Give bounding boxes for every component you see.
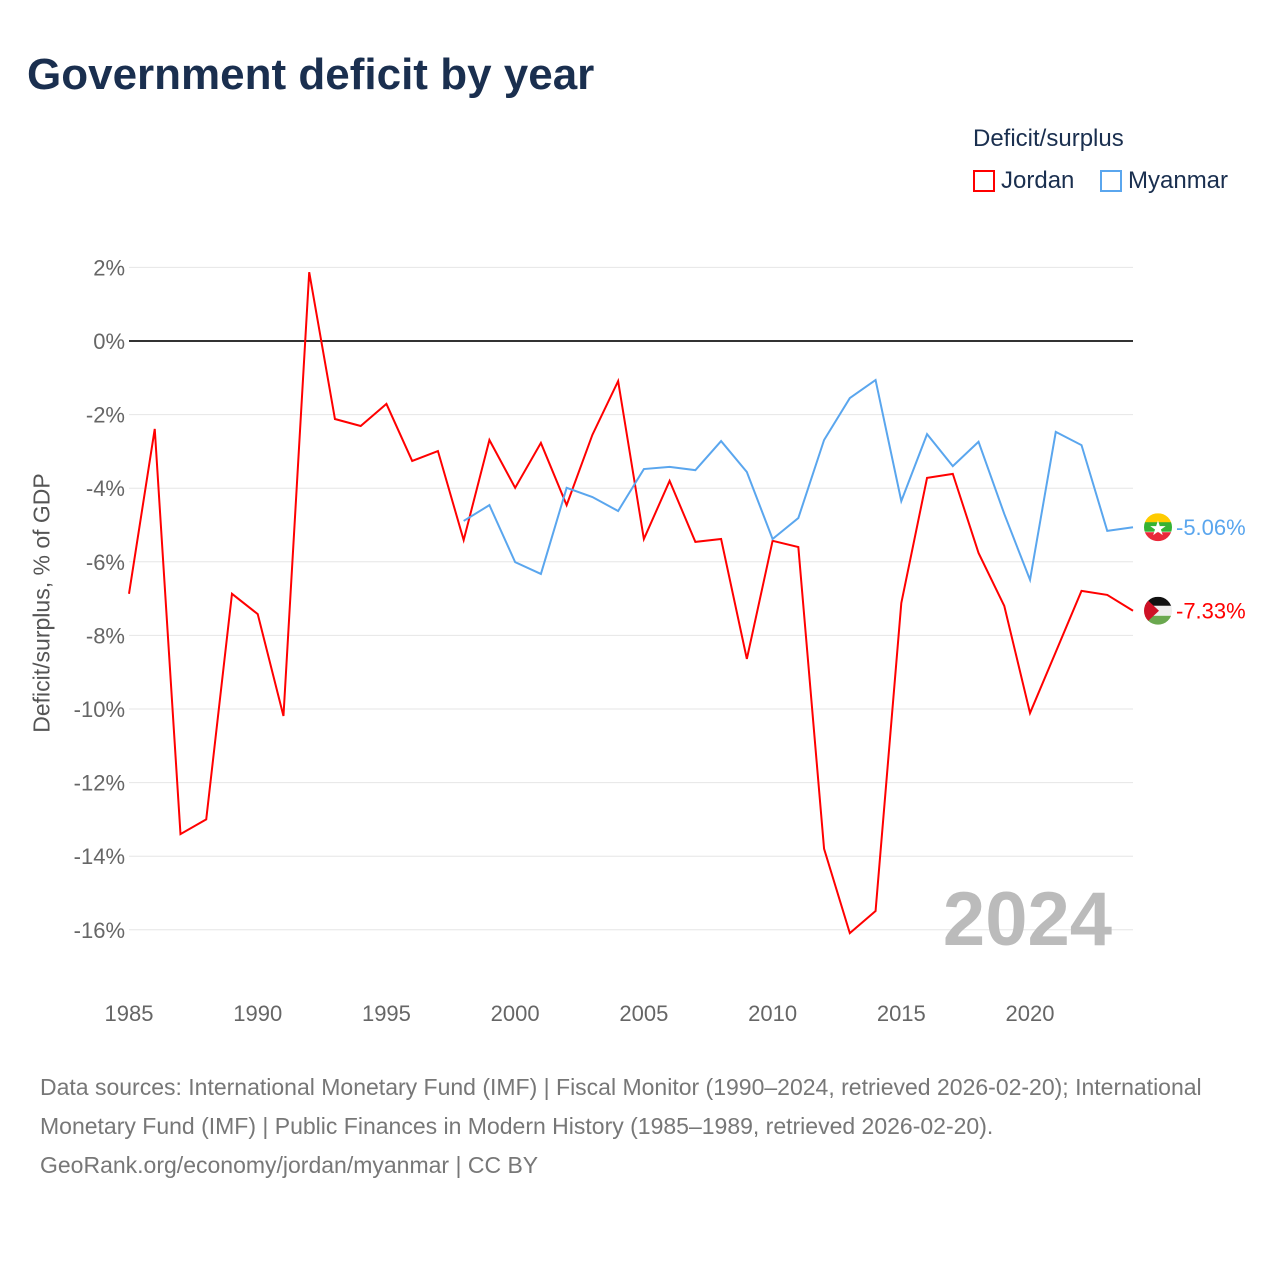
y-tick-label: -16%	[74, 918, 125, 943]
legend-swatch	[1100, 170, 1122, 192]
data-sources: Data sources: International Monetary Fun…	[40, 1074, 1202, 1139]
x-tick-label: 2000	[491, 1001, 540, 1026]
x-tick-label: 1990	[233, 1001, 282, 1026]
year-watermark: 2024	[943, 877, 1112, 962]
legend-item-jordan[interactable]: Jordan	[973, 167, 1074, 195]
flag-icon-triangle	[1144, 596, 1159, 625]
y-tick-label: -8%	[86, 623, 125, 648]
x-tick-label: 2015	[877, 1001, 926, 1026]
end-label-myanmar: -5.06%	[1176, 515, 1246, 540]
legend-item-myanmar[interactable]: Myanmar	[1100, 167, 1228, 195]
y-tick-label: -10%	[74, 697, 125, 722]
flag-icon-stripe	[1144, 532, 1172, 542]
source-link[interactable]: GeoRank.org/economy/jordan/myanmar | CC …	[40, 1152, 539, 1178]
flag-icon-stripe	[1144, 522, 1172, 532]
end-label-jordan: -7.33%	[1176, 599, 1246, 624]
plot-area: 2% 0% -2% -4% -6% -8% -10% -12% -14% -16% 1985 1990…	[74, 255, 1246, 1026]
legend-title: Deficit/surplus	[973, 125, 1124, 152]
x-tick-label: 2020	[1006, 1001, 1055, 1026]
chart-title: Government deficit by year	[27, 50, 595, 99]
flag-icon-stripe	[1144, 513, 1172, 523]
legend-label: Myanmar	[1128, 167, 1229, 194]
flag-icon-star: ★	[1149, 518, 1167, 540]
y-tick-label: -14%	[74, 844, 125, 869]
y-tick-label: -12%	[74, 771, 125, 796]
x-tick-label: 1995	[362, 1001, 411, 1026]
legend-swatch	[973, 170, 995, 192]
y-tick-label: 0%	[93, 329, 125, 354]
flag-icon-stripe	[1144, 596, 1172, 607]
x-tick-label: 2005	[619, 1001, 668, 1026]
x-tick-label: 1985	[105, 1001, 154, 1026]
flag-icon-stripe	[1144, 615, 1172, 625]
series-line-myanmar	[463, 378, 1134, 584]
y-tick-label: 2%	[93, 255, 125, 280]
x-tick-label: 2010	[748, 1001, 797, 1026]
y-tick-label: -2%	[86, 403, 125, 428]
series-line-jordan	[128, 272, 1134, 935]
footer: Data sources: International Monetary Fun…	[40, 1068, 1240, 1185]
y-tick-label: -6%	[86, 550, 125, 575]
legend-label: Jordan	[1001, 167, 1075, 194]
y-tick-label: -4%	[86, 476, 125, 501]
